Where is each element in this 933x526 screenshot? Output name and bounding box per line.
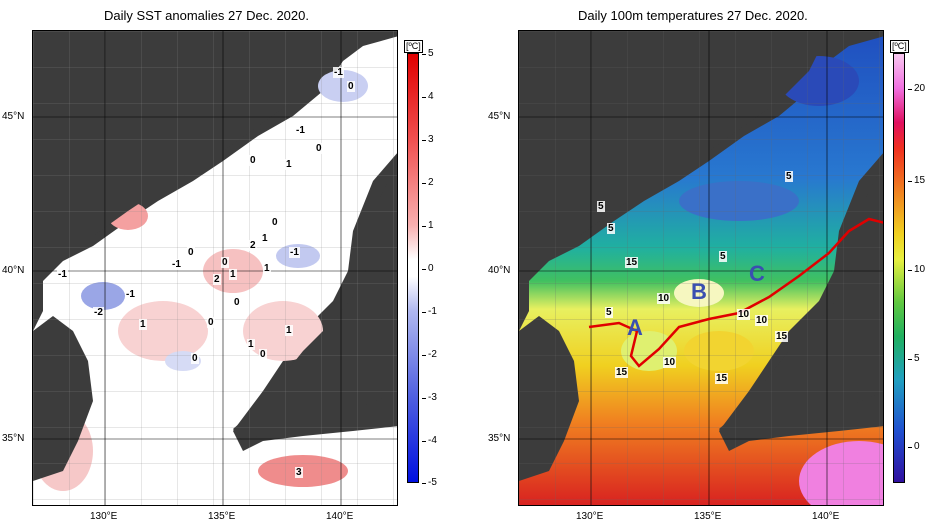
lat-label: 35°N — [488, 433, 511, 444]
contour-label: 15 — [715, 373, 729, 384]
contour-label: 10 — [657, 293, 671, 304]
lat-label: 45°N — [2, 111, 25, 122]
contour-label: 5 — [719, 251, 727, 262]
lon-label: 130°E — [576, 511, 604, 522]
contour-label: -1 — [333, 67, 344, 78]
right-map-title: Daily 100m temperatures 27 Dec. 2020. — [578, 8, 808, 23]
left-colorbar-tick: -4 — [422, 435, 437, 446]
left-map-title: Daily SST anomalies 27 Dec. 2020. — [104, 8, 309, 23]
left-colorbar-unit: [ºC] — [404, 40, 423, 53]
lon-label: 140°E — [812, 511, 840, 522]
left-colorbar-tick: -1 — [422, 306, 437, 317]
lat-label: 35°N — [2, 433, 25, 444]
contour-label: 1 — [139, 319, 147, 330]
contour-label: 1 — [229, 269, 237, 280]
contour-label: 0 — [347, 81, 355, 92]
contour-label: 2 — [249, 240, 257, 251]
contour-label: 2 — [213, 274, 221, 285]
lon-label: 135°E — [208, 511, 236, 522]
contour-label: 1 — [285, 159, 293, 170]
region-label-b: B — [691, 279, 707, 304]
lat-label: 45°N — [488, 111, 511, 122]
contour-label: 5 — [785, 171, 793, 182]
contour-label: -1 — [295, 125, 306, 136]
contour-label: 15 — [615, 367, 629, 378]
region-label-c: C — [749, 261, 765, 286]
contour-label: 5 — [597, 201, 605, 212]
contour-label: 0 — [249, 155, 257, 166]
contour-label: 0 — [207, 317, 215, 328]
temperature-100m-map-canvas — [519, 31, 883, 505]
left-colorbar-tick: -3 — [422, 392, 437, 403]
sst-anomaly-map: -1 0 -1 0 0 1 0 1 0 2 -1 0 -1 -1 2 1 -1 … — [32, 30, 398, 506]
sst-anomaly-map-canvas — [33, 31, 397, 505]
left-colorbar-tick: 4 — [422, 91, 434, 102]
contour-label: 1 — [261, 233, 269, 244]
contour-label: -1 — [289, 247, 300, 258]
left-colorbar-tick: 1 — [422, 220, 434, 231]
contour-label: 0 — [315, 143, 323, 154]
contour-label: 0 — [271, 217, 279, 228]
contour-label: -1 — [57, 269, 68, 280]
left-colorbar-tick: 2 — [422, 177, 434, 188]
contour-label: 0 — [259, 349, 267, 360]
region-label-a: A — [627, 315, 643, 340]
lon-label: 130°E — [90, 511, 118, 522]
lat-label: 40°N — [2, 265, 25, 276]
contour-label: -1 — [125, 289, 136, 300]
contour-label: 10 — [737, 309, 751, 320]
contour-label: 5 — [607, 223, 615, 234]
right-colorbar-tick: 0 — [908, 441, 920, 452]
contour-label: -2 — [93, 307, 104, 318]
contour-label: 1 — [285, 325, 293, 336]
left-colorbar-tick: 0 — [422, 263, 434, 274]
contour-label: 0 — [187, 247, 195, 258]
left-colorbar-tick: -5 — [422, 477, 437, 488]
contour-label: 15 — [625, 257, 639, 268]
contour-label: 5 — [605, 307, 613, 318]
temperature-100m-map: 5 5 5 5 5 10 10 10 15 15 10 15 15 A B C — [518, 30, 884, 506]
left-colorbar-tick: 3 — [422, 134, 434, 145]
contour-label: 10 — [663, 357, 677, 368]
left-colorbar-tick: 5 — [422, 48, 434, 59]
right-colorbar-tick: 20 — [907, 83, 926, 94]
contour-label: 0 — [233, 297, 241, 308]
left-colorbar-tick: -2 — [422, 349, 437, 360]
contour-label: 3 — [295, 467, 303, 478]
contour-label: 1 — [247, 339, 255, 350]
lon-label: 140°E — [326, 511, 354, 522]
contour-label: 1 — [263, 263, 271, 274]
right-colorbar — [893, 53, 905, 483]
right-colorbar-tick: 10 — [907, 264, 926, 275]
front-line — [588, 217, 883, 368]
left-colorbar — [407, 53, 419, 483]
right-colorbar-tick: 15 — [907, 175, 926, 186]
contour-label: -1 — [171, 259, 182, 270]
lat-label: 40°N — [488, 265, 511, 276]
contour-label: 0 — [191, 353, 199, 364]
contour-label: 15 — [775, 331, 789, 342]
contour-label: 10 — [755, 315, 769, 326]
right-colorbar-tick: 5 — [908, 353, 920, 364]
lon-label: 135°E — [694, 511, 722, 522]
contour-label: 0 — [221, 257, 229, 268]
right-colorbar-unit: [ºC] — [890, 40, 909, 53]
